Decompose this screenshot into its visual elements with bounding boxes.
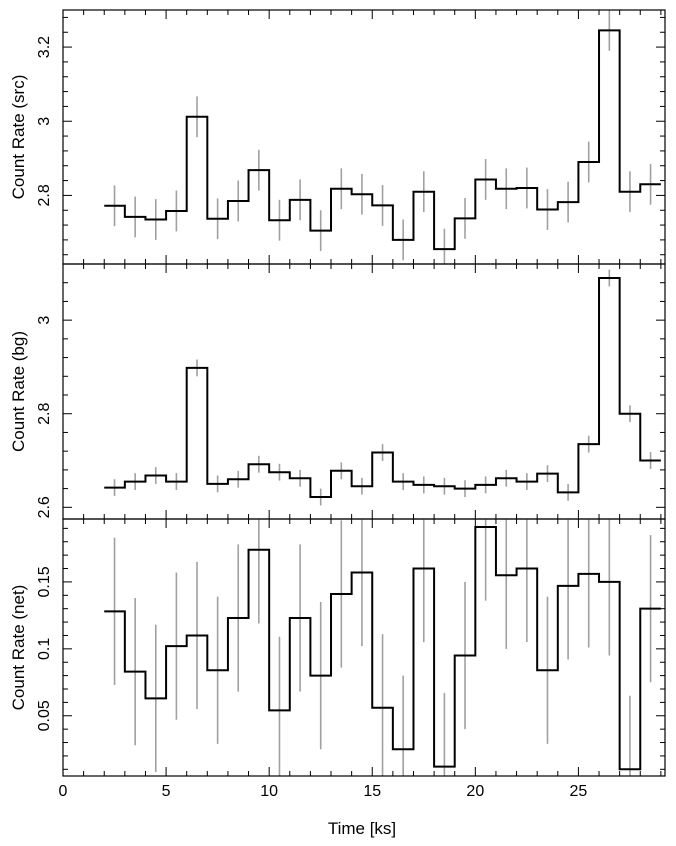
x-tick-label: 0 <box>59 783 68 800</box>
y-tick-label: 0.1 <box>36 638 53 660</box>
panel-bg: 2.6 2.8 3 Count Rate (bg) <box>9 263 666 520</box>
x-tick-label: 5 <box>162 783 171 800</box>
panel-frame <box>62 9 666 265</box>
panel-src: 2.8 3 3.2 Count Rate (src) <box>9 9 666 265</box>
panel-frame <box>62 263 666 520</box>
y-tick-label: 2.8 <box>36 184 53 206</box>
y-axis-label: Count Rate (bg) <box>9 331 28 452</box>
y-axis-label: Count Rate (src) <box>9 75 28 200</box>
y-tick-label: 2.8 <box>36 403 53 425</box>
panel-net: 0.05 0.1 0.15 Count Rate (net) 0 5 10 15 20 25 <box>9 518 666 800</box>
y-axis-label: Count Rate (net) <box>9 585 28 711</box>
y-tick-label: 0.05 <box>36 700 53 731</box>
y-tick-label: 0.15 <box>36 566 53 597</box>
error-bars <box>113 269 652 506</box>
y-tick-label: 2.6 <box>36 496 53 518</box>
step-line <box>104 29 661 251</box>
y-tick-label: 3 <box>36 117 53 126</box>
step-line <box>104 526 661 771</box>
error-bars <box>113 10 652 264</box>
y-tick-label: 3.2 <box>36 36 53 58</box>
x-tick-label: 10 <box>260 783 278 800</box>
step-line <box>104 277 661 499</box>
panel-frame <box>62 518 666 777</box>
x-tick-label: 25 <box>570 783 588 800</box>
x-tick-label: 15 <box>363 783 381 800</box>
x-axis-label: Time [ks] <box>328 819 396 838</box>
y-tick-label: 3 <box>36 316 53 325</box>
x-tick-label: 20 <box>466 783 484 800</box>
